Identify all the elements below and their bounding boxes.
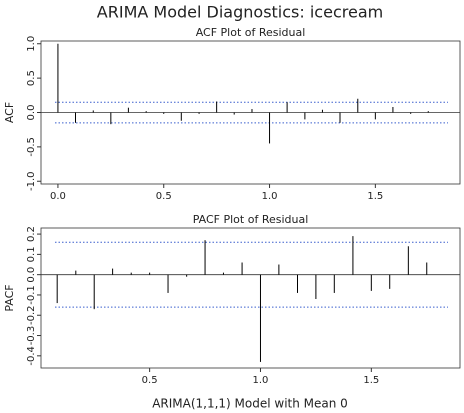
x-tick-label: 1.5 [363, 375, 379, 386]
y-axis-label: PACF [3, 284, 16, 311]
y-tick-label: 0.0 [26, 105, 37, 121]
y-tick-label: -0.4 [26, 346, 37, 366]
panel-title: PACF Plot of Residual [193, 213, 309, 226]
panel-title: ACF Plot of Residual [196, 26, 306, 39]
y-tick-label: 1.0 [26, 36, 37, 52]
y-tick-label: -1.0 [26, 171, 37, 191]
x-tick-label: 1.0 [253, 375, 269, 386]
x-tick-label: 0.5 [142, 375, 158, 386]
y-tick-label: -0.3 [26, 326, 37, 346]
y-tick-label: 0.5 [26, 70, 37, 86]
x-tick-label: 0.5 [156, 191, 172, 202]
y-axis-label: ACF [3, 102, 16, 123]
y-tick-label: -0.1 [26, 285, 37, 305]
x-tick-label: 0.0 [50, 191, 66, 202]
plot-frame [40, 227, 461, 369]
y-tick-label: 0.1 [26, 246, 37, 262]
y-tick-label: 0.2 [26, 226, 37, 242]
main-title: ARIMA Model Diagnostics: icecream [97, 3, 383, 22]
x-tick-label: 1.5 [367, 191, 383, 202]
x-axis-label: ARIMA(1,1,1) Model with Mean 0 [152, 397, 348, 411]
y-tick-label: -0.5 [26, 137, 37, 157]
y-tick-label: 0.0 [26, 267, 37, 283]
x-tick-label: 1.0 [262, 191, 278, 202]
y-tick-label: -0.2 [26, 305, 37, 325]
